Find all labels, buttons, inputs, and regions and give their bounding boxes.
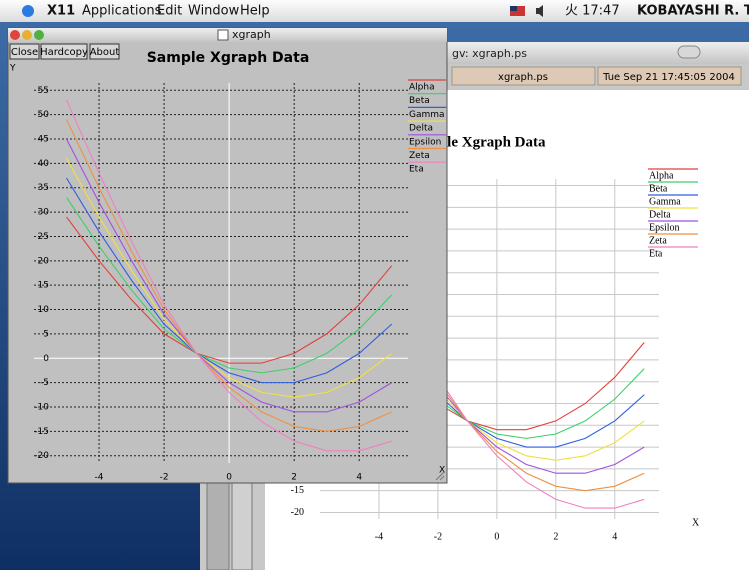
panner[interactable] bbox=[232, 480, 252, 570]
legend-label: Alpha bbox=[409, 83, 435, 93]
x-tick-label: 4 bbox=[356, 473, 362, 483]
y-tick-label: 45 bbox=[38, 135, 49, 145]
y-tick-label: 30 bbox=[38, 208, 50, 218]
y-tick-label: 15 bbox=[38, 281, 49, 291]
legend-label: Delta bbox=[409, 124, 433, 134]
y-tick-label: -5 bbox=[40, 378, 49, 388]
legend-label: Epsilon bbox=[409, 137, 441, 147]
legend-label: Beta bbox=[409, 96, 430, 106]
legend-label: Alpha bbox=[649, 170, 674, 181]
x-tick-label: -4 bbox=[375, 531, 383, 542]
y-tick-label: -10 bbox=[34, 402, 49, 412]
y-tick-label: -20 bbox=[34, 451, 49, 461]
legend-label: Zeta bbox=[649, 235, 667, 246]
scrollbar[interactable] bbox=[207, 480, 229, 570]
x-tick-label: -2 bbox=[434, 531, 442, 542]
file-name: xgraph.ps bbox=[498, 72, 548, 83]
y-tick-label: 10 bbox=[38, 305, 50, 315]
window-title: xgraph bbox=[232, 28, 271, 41]
legend-label: Eta bbox=[649, 248, 663, 259]
legend-label: Epsilon bbox=[649, 222, 680, 233]
y-tick-label: -20 bbox=[291, 507, 304, 518]
user-name[interactable]: KOBAYASHI R. Taizo bbox=[637, 4, 749, 19]
x-tick-label: -2 bbox=[160, 473, 169, 483]
window-frame bbox=[8, 28, 447, 483]
x-tick-label: 0 bbox=[494, 531, 499, 542]
apple-menu[interactable] bbox=[22, 5, 34, 17]
legend-label: Gamma bbox=[649, 196, 681, 207]
menu-item[interactable]: Edit bbox=[157, 4, 182, 19]
x-tick-label: 4 bbox=[612, 531, 617, 542]
menu-item[interactable]: Help bbox=[240, 4, 270, 19]
menu-item[interactable]: Applications bbox=[82, 4, 162, 19]
x-icon bbox=[218, 30, 228, 40]
toolbar-button[interactable] bbox=[678, 46, 700, 58]
y-tick-label: -15 bbox=[34, 427, 49, 437]
legend-label: Delta bbox=[649, 209, 671, 220]
file-date: Tue Sep 21 17:45:05 2004 bbox=[602, 72, 735, 83]
x-axis-label: X bbox=[692, 517, 700, 528]
button-label[interactable]: Close bbox=[11, 47, 38, 58]
y-tick-label: 50 bbox=[38, 110, 50, 120]
close-button[interactable] bbox=[10, 30, 20, 40]
chart-title: Sample Xgraph Data bbox=[147, 50, 310, 66]
y-tick-label: 5 bbox=[43, 329, 49, 339]
button-label[interactable]: Hardcopy bbox=[40, 47, 88, 58]
app-menu[interactable]: X11 bbox=[47, 4, 75, 19]
x-tick-label: 2 bbox=[291, 473, 297, 483]
menu-bar: X11 Applications Edit Window Help 火 17:4… bbox=[0, 0, 749, 22]
legend-label: Zeta bbox=[409, 151, 430, 161]
legend-label: Beta bbox=[649, 183, 668, 194]
y-tick-label: -15 bbox=[291, 485, 304, 496]
y-tick-label: 55 bbox=[38, 86, 49, 96]
minimize-button[interactable] bbox=[22, 30, 32, 40]
y-tick-label: 20 bbox=[38, 256, 50, 266]
window-title: gv: xgraph.ps bbox=[452, 47, 527, 60]
y-tick-label: 0 bbox=[43, 354, 49, 364]
y-tick-label: 40 bbox=[38, 159, 50, 169]
x-tick-label: -4 bbox=[95, 473, 104, 483]
screen: gv: xgraph.ps xgraph.ps Tue Sep 21 17:45… bbox=[0, 0, 749, 570]
legend-label: Eta bbox=[409, 165, 424, 175]
input-flag-canton bbox=[510, 6, 517, 11]
y-tick-label: 25 bbox=[38, 232, 49, 242]
xgraph-window: xgraph Close Hardcopy About Sample Xgrap… bbox=[8, 28, 447, 483]
clock[interactable]: 火 17:47 bbox=[565, 4, 620, 19]
button-label[interactable]: About bbox=[90, 47, 120, 58]
x-tick-label: 0 bbox=[226, 473, 232, 483]
zoom-button[interactable] bbox=[34, 30, 44, 40]
legend-label: Gamma bbox=[409, 110, 445, 120]
x-tick-label: 2 bbox=[553, 531, 558, 542]
y-axis-label: Y bbox=[9, 64, 16, 74]
menu-item[interactable]: Window bbox=[188, 4, 240, 19]
y-tick-label: 35 bbox=[38, 183, 49, 193]
